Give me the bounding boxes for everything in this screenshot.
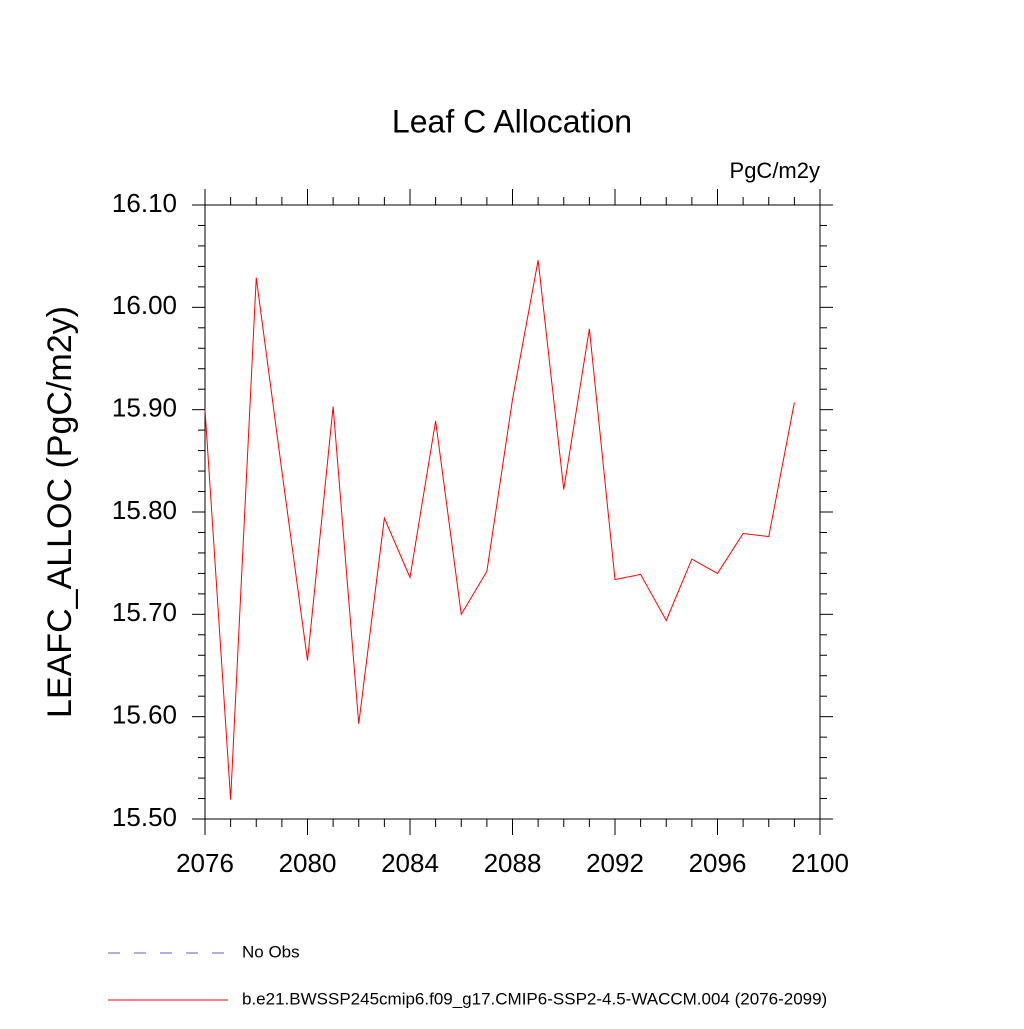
x-tick-label: 2084 <box>381 848 439 878</box>
y-tick-label: 16.10 <box>112 188 177 218</box>
chart-title: Leaf C Allocation <box>392 103 632 139</box>
x-tick-label: 2092 <box>586 848 644 878</box>
x-tick-label: 2096 <box>689 848 747 878</box>
legend-label: b.e21.BWSSP245cmip6.f09_g17.CMIP6-SSP2-4… <box>242 989 827 1008</box>
legend-label: No Obs <box>242 942 300 961</box>
x-tick-label: 2076 <box>176 848 234 878</box>
y-tick-label: 15.90 <box>112 393 177 423</box>
units-label: PgC/m2y <box>730 158 820 183</box>
y-tick-label: 15.60 <box>112 700 177 730</box>
x-tick-label: 2080 <box>279 848 337 878</box>
y-tick-label: 16.00 <box>112 290 177 320</box>
x-tick-label: 2100 <box>791 848 849 878</box>
y-axis-label: LEAFC_ALLOC (PgC/m2y) <box>41 306 79 718</box>
y-tick-label: 15.70 <box>112 597 177 627</box>
y-tick-label: 15.50 <box>112 802 177 832</box>
y-tick-label: 15.80 <box>112 495 177 525</box>
x-tick-label: 2088 <box>484 848 542 878</box>
data-line <box>204 260 795 800</box>
